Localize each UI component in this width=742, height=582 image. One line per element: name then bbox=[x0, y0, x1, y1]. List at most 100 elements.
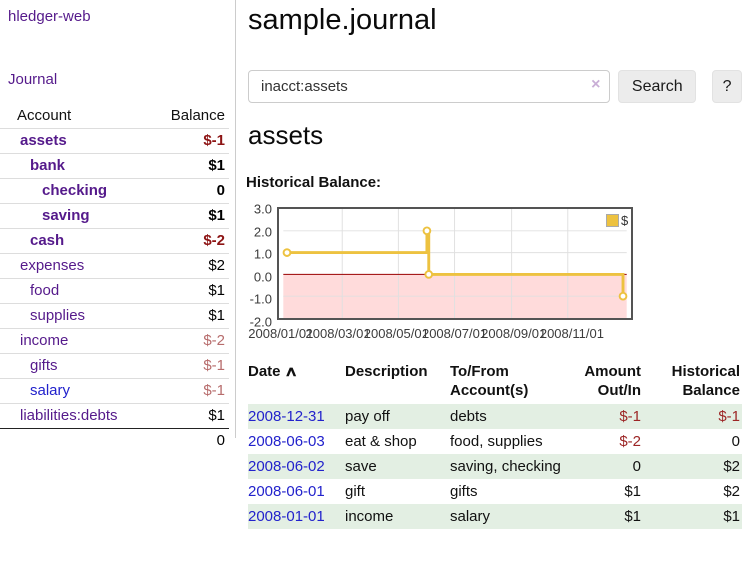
account-row-food: food $1 bbox=[0, 278, 229, 304]
transaction-accounts: food, supplies bbox=[450, 433, 543, 450]
transaction-amount: 0 bbox=[632, 458, 641, 475]
account-link-cash[interactable]: cash bbox=[30, 232, 65, 249]
transaction-date-link[interactable]: 2008-06-03 bbox=[248, 433, 325, 450]
account-balance: $-1 bbox=[150, 353, 229, 379]
account-link-food[interactable]: food bbox=[30, 282, 60, 299]
account-link-saving[interactable]: saving bbox=[42, 207, 90, 224]
transaction-amount: $1 bbox=[624, 508, 641, 525]
transaction-description: eat & shop bbox=[345, 433, 417, 450]
historical-balance-chart: 3.0 2.0 1.0 0.0 -1.0 -2.0 $ 2008/01/01 2008/03… bbox=[228, 201, 648, 355]
transaction-accounts: saving, checking bbox=[450, 458, 561, 475]
register-col-balance: Historical Balance bbox=[671, 363, 740, 399]
account-row-assets: assets $-1 bbox=[0, 128, 229, 154]
register-col-date[interactable]: Date ∧ bbox=[248, 363, 298, 380]
sidebar: hledger-web Journal Account Balance asse… bbox=[0, 0, 236, 453]
register-row: 2008-12-31 pay off debts $-1 $-1 bbox=[248, 404, 742, 429]
transaction-date-link[interactable]: 2008-06-01 bbox=[248, 483, 325, 500]
account-link-assets[interactable]: assets bbox=[20, 132, 67, 149]
transaction-amount: $-1 bbox=[619, 408, 641, 425]
account-row-bank: bank $1 bbox=[0, 153, 229, 179]
account-link-expenses[interactable]: expenses bbox=[20, 257, 85, 274]
brand-link[interactable]: hledger-web bbox=[8, 8, 91, 25]
page-title: sample.journal bbox=[248, 4, 437, 36]
accounts-table: Account Balance assets $-1 bank $1 check… bbox=[0, 104, 229, 453]
transaction-balance: $-1 bbox=[718, 408, 740, 425]
y-axis-tick-label: 2.0 bbox=[253, 224, 272, 240]
transaction-date-link[interactable]: 2008-06-02 bbox=[248, 458, 325, 475]
account-balance: $-1 bbox=[150, 128, 229, 154]
search-input[interactable] bbox=[248, 70, 611, 103]
account-balance: $1 bbox=[150, 303, 229, 329]
x-axis-tick-label: 2008/11/01 bbox=[539, 326, 604, 341]
search-button[interactable]: Search bbox=[618, 70, 697, 103]
account-link-gifts[interactable]: gifts bbox=[30, 357, 58, 374]
x-axis-tick-label: 2008/03/01 bbox=[305, 326, 371, 341]
transaction-balance: $2 bbox=[723, 483, 740, 500]
x-axis-tick-label: 2008/07/01 bbox=[421, 326, 488, 341]
register-row: 2008-06-03 eat & shop food, supplies $-2… bbox=[248, 429, 742, 454]
sort-ascending-icon: ∧ bbox=[283, 363, 298, 379]
account-link-supplies[interactable]: supplies bbox=[30, 307, 86, 324]
search-box: × bbox=[248, 70, 611, 103]
y-axis-tick-label: -1.0 bbox=[249, 291, 272, 307]
transaction-description: income bbox=[345, 508, 394, 525]
account-row-checking: checking 0 bbox=[0, 178, 229, 204]
register-row: 2008-06-01 gift gifts $1 $2 bbox=[248, 479, 742, 504]
y-axis-tick-label: 3.0 bbox=[253, 201, 272, 217]
account-balance: $2 bbox=[150, 253, 229, 279]
account-link-salary[interactable]: salary bbox=[30, 382, 71, 399]
transaction-balance: $2 bbox=[723, 458, 740, 475]
y-axis-tick-label: -2.0 bbox=[249, 314, 272, 330]
account-link-bank[interactable]: bank bbox=[30, 157, 66, 174]
register-header-row: Date ∧ Description To/From Account(s) Amo… bbox=[248, 360, 742, 404]
transaction-amount: $1 bbox=[624, 483, 641, 500]
chart-plot-area[interactable] bbox=[277, 207, 633, 320]
search-form: × Search ? bbox=[248, 70, 742, 103]
accounts-total-row: 0 bbox=[0, 428, 229, 453]
chart-legend: $ bbox=[606, 213, 628, 228]
account-row-liabilities-debts: liabilities:debts $1 bbox=[0, 403, 229, 429]
account-balance: $1 bbox=[150, 203, 229, 229]
x-axis-tick-label: 2008/09/01 bbox=[481, 326, 547, 341]
accounts-col-account: Account bbox=[17, 107, 72, 124]
accounts-col-balance: Balance bbox=[170, 107, 225, 124]
sidebar-item-journal[interactable]: Journal bbox=[8, 71, 58, 88]
accounts-total: 0 bbox=[150, 428, 229, 453]
account-balance: $1 bbox=[150, 403, 229, 429]
account-row-salary: salary $-1 bbox=[0, 378, 229, 404]
transaction-description: pay off bbox=[345, 408, 390, 425]
account-row-income: income $-2 bbox=[0, 328, 229, 354]
y-axis-tick-label: 0.0 bbox=[253, 269, 272, 285]
transaction-description: save bbox=[345, 458, 377, 475]
x-axis-tick-label: 2008/05/01 bbox=[363, 326, 429, 341]
account-row-cash: cash $-2 bbox=[0, 228, 229, 254]
transaction-accounts: salary bbox=[450, 508, 491, 525]
transaction-date-link[interactable]: 2008-12-31 bbox=[248, 408, 325, 425]
legend-swatch-icon bbox=[606, 214, 619, 227]
account-row-supplies: supplies $1 bbox=[0, 303, 229, 329]
transaction-date-link[interactable]: 2008-01-01 bbox=[248, 508, 325, 525]
account-balance: 0 bbox=[150, 178, 229, 204]
account-balance: $-1 bbox=[150, 378, 229, 404]
clear-search-icon[interactable]: × bbox=[591, 76, 601, 93]
transaction-balance: $1 bbox=[723, 508, 740, 525]
account-link-income[interactable]: income bbox=[20, 332, 69, 349]
account-balance: $-2 bbox=[150, 228, 229, 254]
account-balance: $-2 bbox=[150, 328, 229, 354]
y-axis-tick-label: 1.0 bbox=[253, 246, 272, 262]
register-col-description: Description bbox=[345, 363, 428, 380]
help-button[interactable]: ? bbox=[712, 70, 742, 103]
register-table: Date ∧ Description To/From Account(s) Amo… bbox=[248, 360, 742, 529]
register-col-accounts: To/From Account(s) bbox=[450, 363, 529, 399]
account-row-expenses: expenses $2 bbox=[0, 253, 229, 279]
register-col-amount: Amount Out/In bbox=[584, 363, 641, 399]
transaction-amount: $-2 bbox=[619, 433, 641, 450]
transaction-description: gift bbox=[345, 483, 366, 500]
transaction-accounts: debts bbox=[450, 408, 487, 425]
account-balance: $1 bbox=[150, 153, 229, 179]
transaction-accounts: gifts bbox=[450, 483, 478, 500]
account-link-liabilities-debts[interactable]: liabilities:debts bbox=[20, 407, 118, 424]
account-row-saving: saving $1 bbox=[0, 203, 229, 229]
legend-label: $ bbox=[621, 213, 629, 228]
account-link-checking[interactable]: checking bbox=[42, 182, 108, 199]
